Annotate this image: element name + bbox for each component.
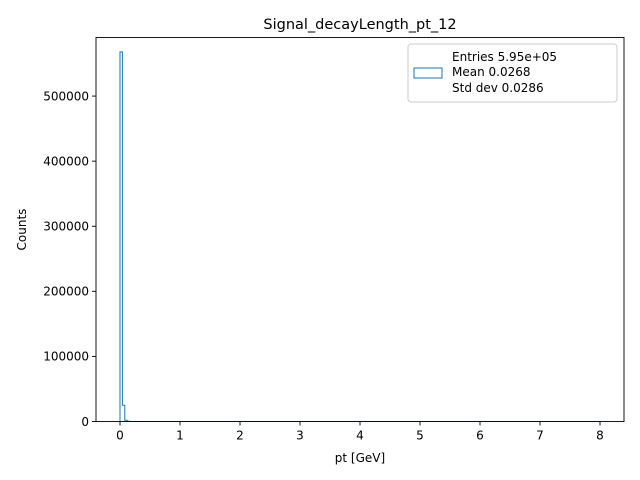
x-tick-label: 5 bbox=[416, 429, 424, 443]
y-axis-label: Counts bbox=[15, 209, 29, 251]
x-tick-label: 3 bbox=[296, 429, 304, 443]
legend-box bbox=[407, 43, 618, 103]
y-tick-label: 400000 bbox=[43, 154, 89, 168]
x-axis-ticks: 0 1 2 3 4 5 6 7 8 bbox=[116, 421, 604, 443]
x-tick-label: 8 bbox=[596, 429, 604, 443]
x-tick-label: 0 bbox=[116, 429, 124, 443]
y-tick-label: 100000 bbox=[43, 350, 89, 364]
y-tick-label: 500000 bbox=[43, 89, 89, 103]
x-tick-label: 7 bbox=[536, 429, 544, 443]
x-tick-label: 1 bbox=[176, 429, 184, 443]
chart-title: Signal_decayLength_pt_12 bbox=[263, 17, 456, 33]
legend-entries-line: Entries 5.95e+05 bbox=[452, 50, 557, 64]
x-tick-label: 6 bbox=[476, 429, 484, 443]
legend-swatch bbox=[413, 67, 443, 79]
legend-mean-line: Mean 0.0268 bbox=[452, 65, 531, 79]
x-axis-label: pt [GeV] bbox=[335, 451, 385, 465]
y-tick-label: 300000 bbox=[43, 220, 89, 234]
legend: Entries 5.95e+05 Mean 0.0268 Std dev 0.0… bbox=[407, 43, 618, 103]
legend-stddev-line: Std dev 0.0286 bbox=[452, 81, 544, 95]
x-tick-label: 2 bbox=[236, 429, 244, 443]
y-tick-label: 200000 bbox=[43, 285, 89, 299]
y-tick-label: 0 bbox=[81, 415, 89, 429]
y-axis-ticks: 0 100000 200000 300000 400000 500000 bbox=[43, 89, 96, 429]
x-tick-label: 4 bbox=[356, 429, 364, 443]
